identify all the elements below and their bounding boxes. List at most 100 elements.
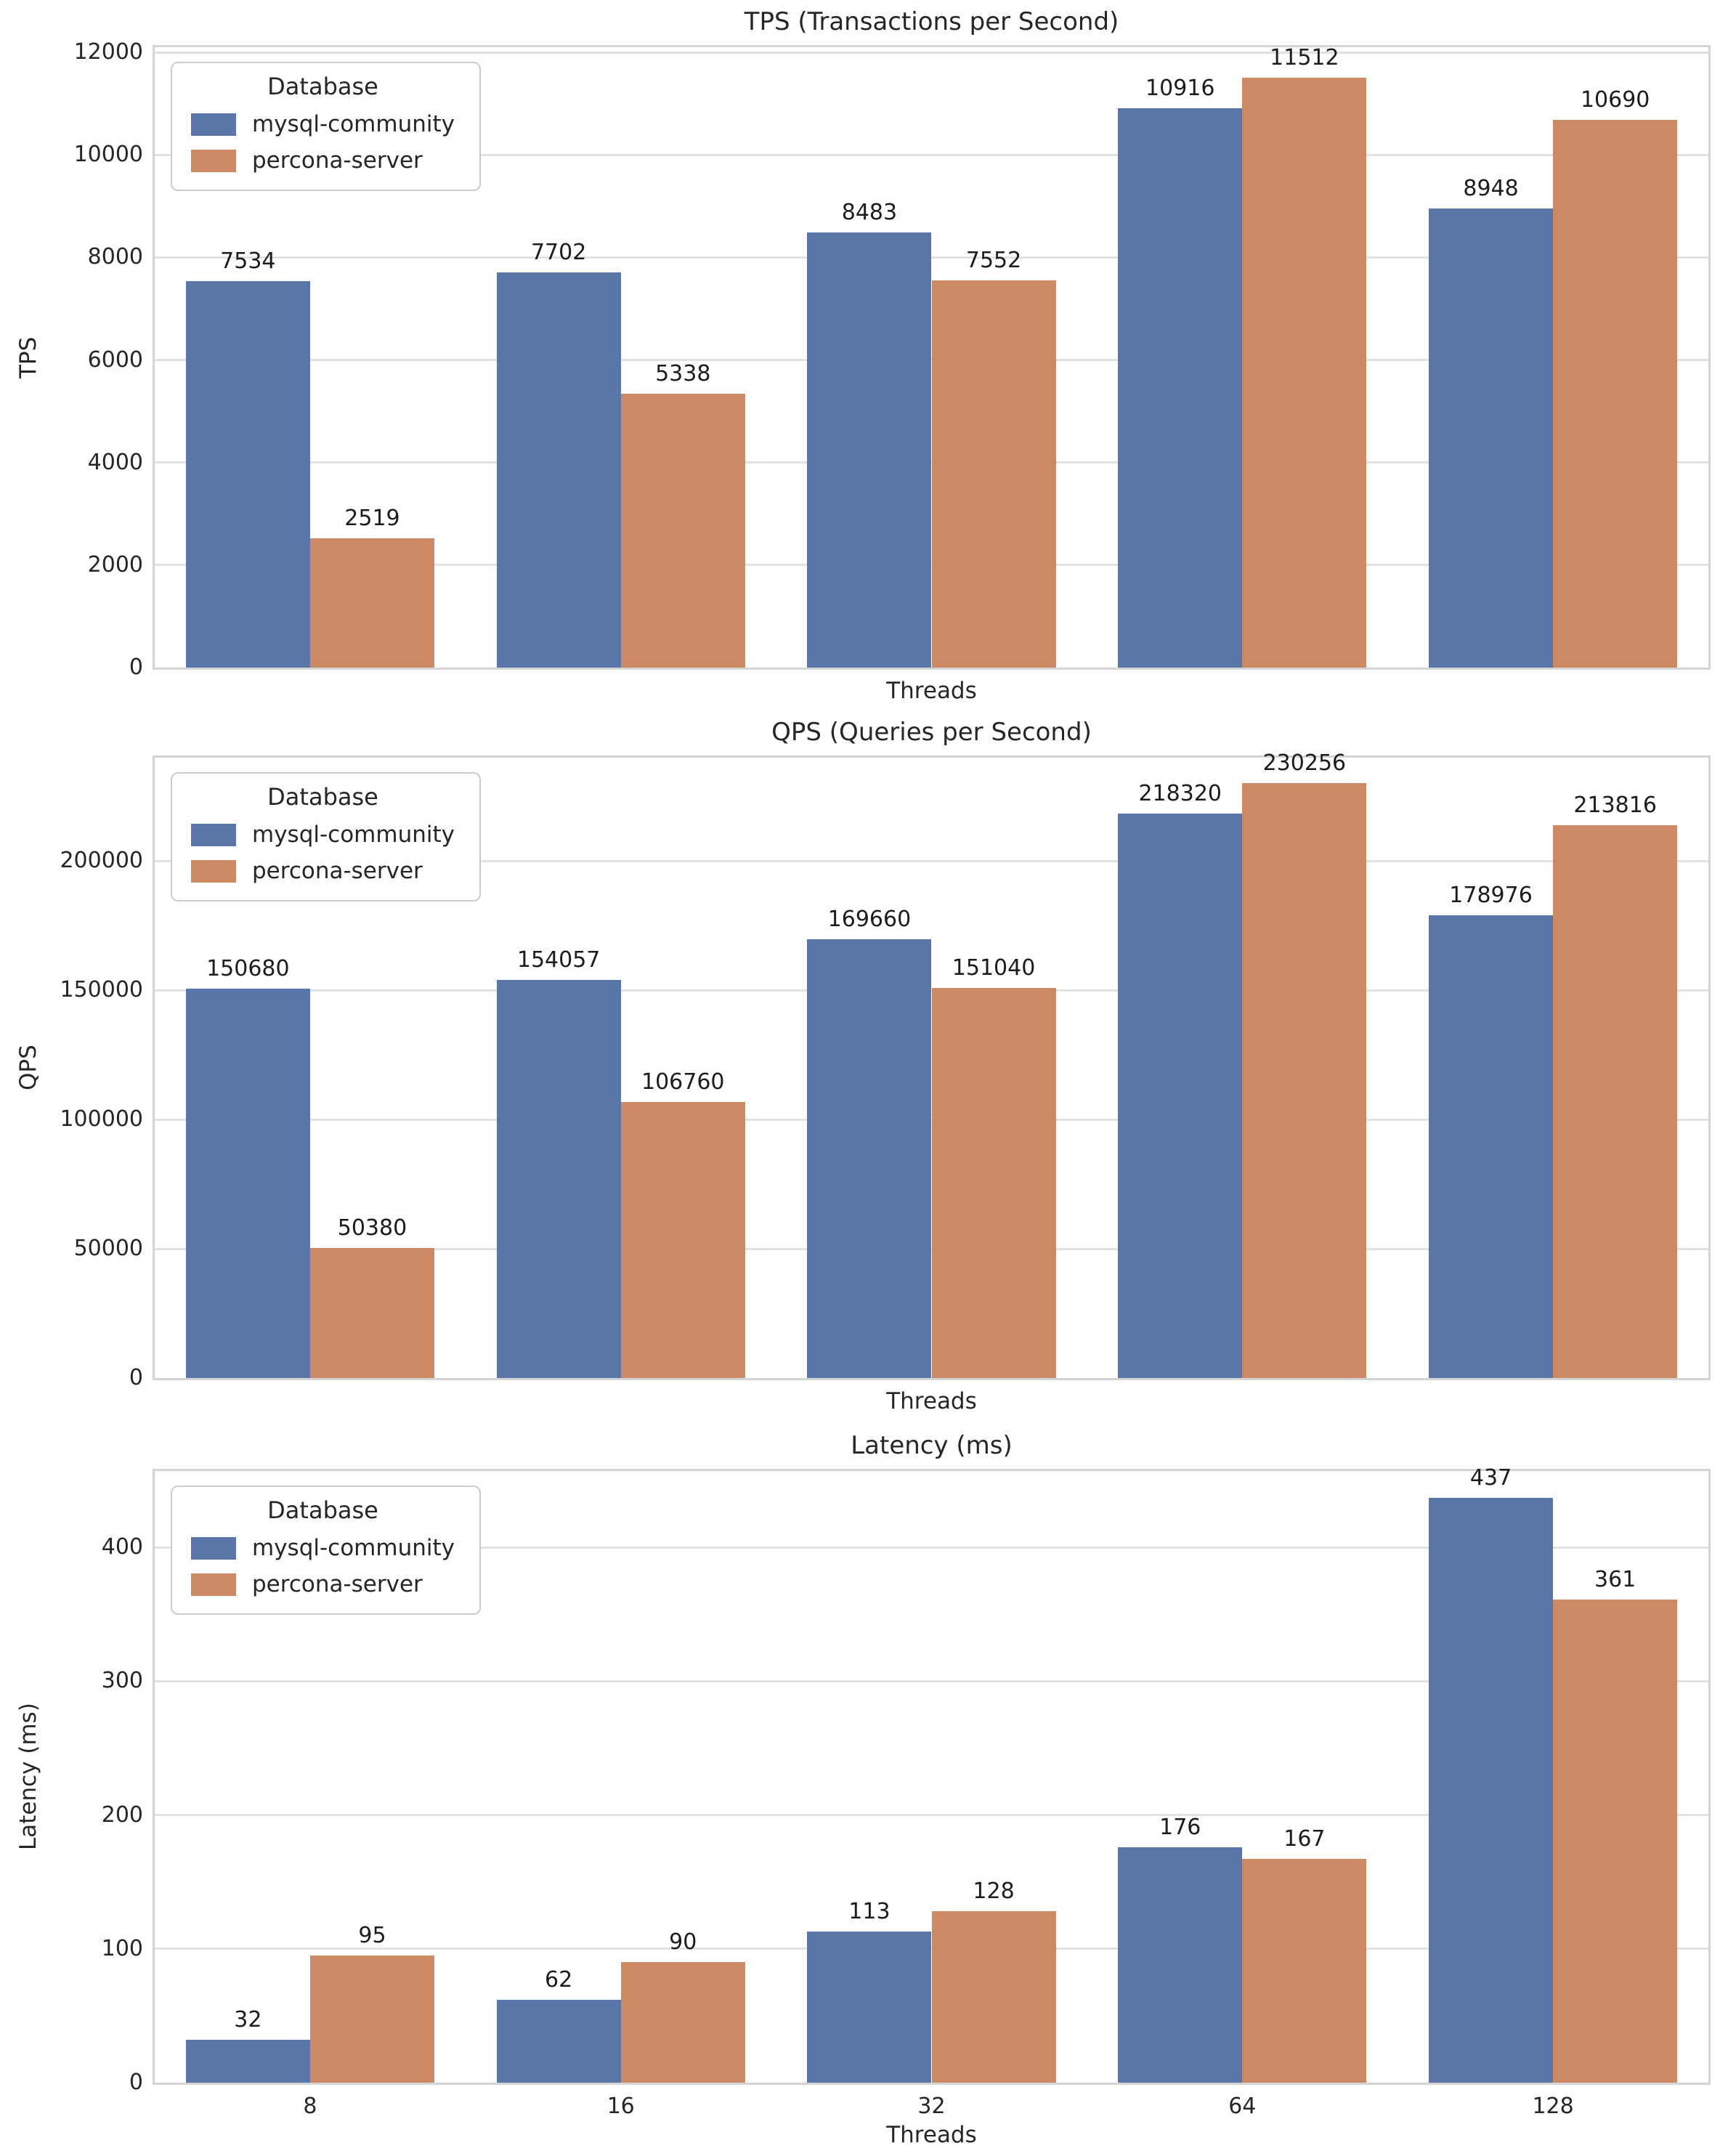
bar-mysql-community-64-threads bbox=[1118, 108, 1243, 668]
legend-swatch-percona-icon bbox=[191, 1573, 236, 1596]
bar-percona-server-16-threads bbox=[620, 1962, 745, 2083]
legend-label-percona: percona-server bbox=[252, 147, 423, 174]
bar-value-mysql-community-128-threads: 8948 bbox=[1463, 176, 1519, 202]
bar-value-percona-server-128-threads: 213816 bbox=[1573, 793, 1657, 819]
legend-database: Database mysql-community percona-server bbox=[171, 772, 481, 901]
gridline-y-10000 bbox=[155, 153, 1708, 156]
bar-value-percona-server-128-threads: 10690 bbox=[1580, 86, 1650, 113]
bar-value-mysql-community-64-threads: 218320 bbox=[1138, 781, 1222, 807]
bar-percona-server-32-threads bbox=[931, 280, 1056, 668]
bar-value-percona-server-32-threads: 151040 bbox=[952, 955, 1036, 981]
bar-mysql-community-8-threads bbox=[185, 988, 310, 1378]
bar-value-percona-server-32-threads: 7552 bbox=[965, 248, 1022, 273]
x-axis-label-tps: Threads bbox=[886, 678, 977, 704]
y-tick-label-200000: 200000 bbox=[60, 848, 143, 874]
bar-mysql-community-16-threads bbox=[496, 1999, 621, 2083]
bar-percona-server-64-threads bbox=[1242, 77, 1367, 668]
legend-database: Database mysql-community percona-server bbox=[171, 62, 481, 191]
bar-value-mysql-community-8-threads: 7534 bbox=[220, 248, 276, 275]
legend-swatch-percona-icon bbox=[191, 859, 236, 883]
bar-mysql-community-32-threads bbox=[807, 1931, 932, 2083]
bar-mysql-community-16-threads bbox=[496, 272, 621, 668]
bar-value-percona-server-16-threads: 106760 bbox=[641, 1069, 725, 1095]
y-tick-label-6000: 6000 bbox=[87, 346, 143, 373]
bar-value-mysql-community-16-threads: 7702 bbox=[530, 240, 587, 266]
legend-title: Database bbox=[267, 73, 378, 100]
bar-value-mysql-community-32-threads: 113 bbox=[848, 1898, 891, 1924]
plot-area-latency: Database mysql-community percona-server … bbox=[102, 1464, 1711, 2119]
bar-value-percona-server-128-threads: 361 bbox=[1594, 1566, 1636, 1592]
y-tick-label-8000: 8000 bbox=[87, 244, 143, 270]
legend-item-mysql-community: mysql-community bbox=[191, 822, 455, 848]
bar-mysql-community-64-threads bbox=[1118, 814, 1243, 1378]
subplot-qps: QPS (Queries per Second) QPS Database my… bbox=[0, 710, 1720, 1424]
chart-title-qps: QPS (Queries per Second) bbox=[771, 718, 1092, 747]
bar-mysql-community-32-threads bbox=[807, 232, 932, 668]
gridline-y-300 bbox=[155, 1679, 1708, 1682]
bar-mysql-community-8-threads bbox=[185, 281, 310, 668]
bar-value-percona-server-16-threads: 90 bbox=[669, 1929, 697, 1956]
legend-label-mysql: mysql-community bbox=[252, 822, 455, 848]
legend-item-percona-server: percona-server bbox=[191, 858, 455, 884]
y-tick-label-10000: 10000 bbox=[73, 142, 143, 168]
bar-value-mysql-community-128-threads: 437 bbox=[1469, 1464, 1512, 1491]
legend-swatch-percona-icon bbox=[191, 149, 236, 172]
y-tick-label-12000: 12000 bbox=[73, 39, 143, 65]
x-axis-label-latency: Threads bbox=[886, 2122, 977, 2148]
legend-item-mysql-community: mysql-community bbox=[191, 1535, 455, 1561]
legend-swatch-mysql-icon bbox=[191, 113, 236, 136]
gridline-y-400 bbox=[155, 1546, 1708, 1549]
gridline-y-8000 bbox=[155, 256, 1708, 259]
bar-percona-server-16-threads bbox=[620, 1102, 745, 1378]
x-tick-label-8: 8 bbox=[303, 2094, 317, 2119]
legend-item-percona-server: percona-server bbox=[191, 1571, 455, 1597]
bar-value-percona-server-8-threads: 50380 bbox=[337, 1215, 407, 1241]
legend-label-percona: percona-server bbox=[252, 858, 423, 884]
subplot-tps: TPS (Transactions per Second) TPS Databa… bbox=[0, 0, 1720, 710]
x-tick-label-32: 32 bbox=[917, 2094, 946, 2119]
y-tick-label-0: 0 bbox=[129, 654, 143, 680]
y-tick-label-0: 0 bbox=[129, 2070, 143, 2095]
bar-percona-server-8-threads bbox=[309, 538, 434, 668]
bar-mysql-community-32-threads bbox=[807, 939, 932, 1378]
legend-item-percona-server: percona-server bbox=[191, 147, 455, 174]
bar-percona-server-64-threads bbox=[1242, 1859, 1367, 2083]
y-tick-label-2000: 2000 bbox=[87, 551, 143, 578]
gridline-y-200 bbox=[155, 1814, 1708, 1816]
y-tick-label-150000: 150000 bbox=[60, 977, 143, 1003]
legend-item-mysql-community: mysql-community bbox=[191, 111, 455, 137]
bar-percona-server-32-threads bbox=[931, 1911, 1056, 2083]
bar-value-percona-server-16-threads: 5338 bbox=[655, 361, 711, 387]
bar-value-mysql-community-64-threads: 10916 bbox=[1145, 75, 1215, 101]
bar-value-mysql-community-16-threads: 62 bbox=[545, 1966, 573, 1993]
legend-label-mysql: mysql-community bbox=[252, 111, 455, 137]
y-axis-label-latency: Latency (ms) bbox=[15, 1703, 41, 1851]
x-axis-label-qps: Threads bbox=[886, 1388, 977, 1414]
bar-value-percona-server-64-threads: 11512 bbox=[1270, 44, 1339, 70]
y-tick-label-100: 100 bbox=[101, 1935, 143, 1961]
legend-title: Database bbox=[267, 1496, 378, 1524]
x-tick-label-128: 128 bbox=[1532, 2094, 1574, 2119]
subplot-latency: Latency (ms) Latency (ms) Database mysql… bbox=[0, 1424, 1720, 2156]
x-tick-label-64: 64 bbox=[1228, 2094, 1257, 2119]
bar-value-percona-server-64-threads: 230256 bbox=[1262, 750, 1347, 776]
x-tick-label-16: 16 bbox=[607, 2094, 635, 2119]
bar-value-mysql-community-32-threads: 8483 bbox=[841, 200, 898, 226]
bar-mysql-community-128-threads bbox=[1428, 1497, 1554, 2083]
y-tick-label-200: 200 bbox=[101, 1802, 143, 1828]
bar-percona-server-8-threads bbox=[309, 1955, 434, 2083]
bar-percona-server-128-threads bbox=[1553, 1599, 1678, 2083]
bar-percona-server-64-threads bbox=[1242, 782, 1367, 1378]
bar-percona-server-128-threads bbox=[1553, 825, 1678, 1378]
bar-mysql-community-8-threads bbox=[185, 2040, 310, 2083]
y-tick-label-50000: 50000 bbox=[73, 1236, 143, 1262]
bar-value-percona-server-32-threads: 128 bbox=[973, 1879, 1015, 1905]
legend-database: Database mysql-community percona-server bbox=[171, 1486, 481, 1615]
y-tick-label-4000: 4000 bbox=[87, 449, 143, 475]
bar-percona-server-16-threads bbox=[620, 394, 745, 668]
chart-title-tps: TPS (Transactions per Second) bbox=[744, 7, 1119, 36]
bar-mysql-community-128-threads bbox=[1428, 208, 1554, 668]
legend-label-mysql: mysql-community bbox=[252, 1535, 455, 1561]
legend-title: Database bbox=[267, 783, 378, 811]
bar-value-mysql-community-64-threads: 176 bbox=[1159, 1814, 1201, 1840]
